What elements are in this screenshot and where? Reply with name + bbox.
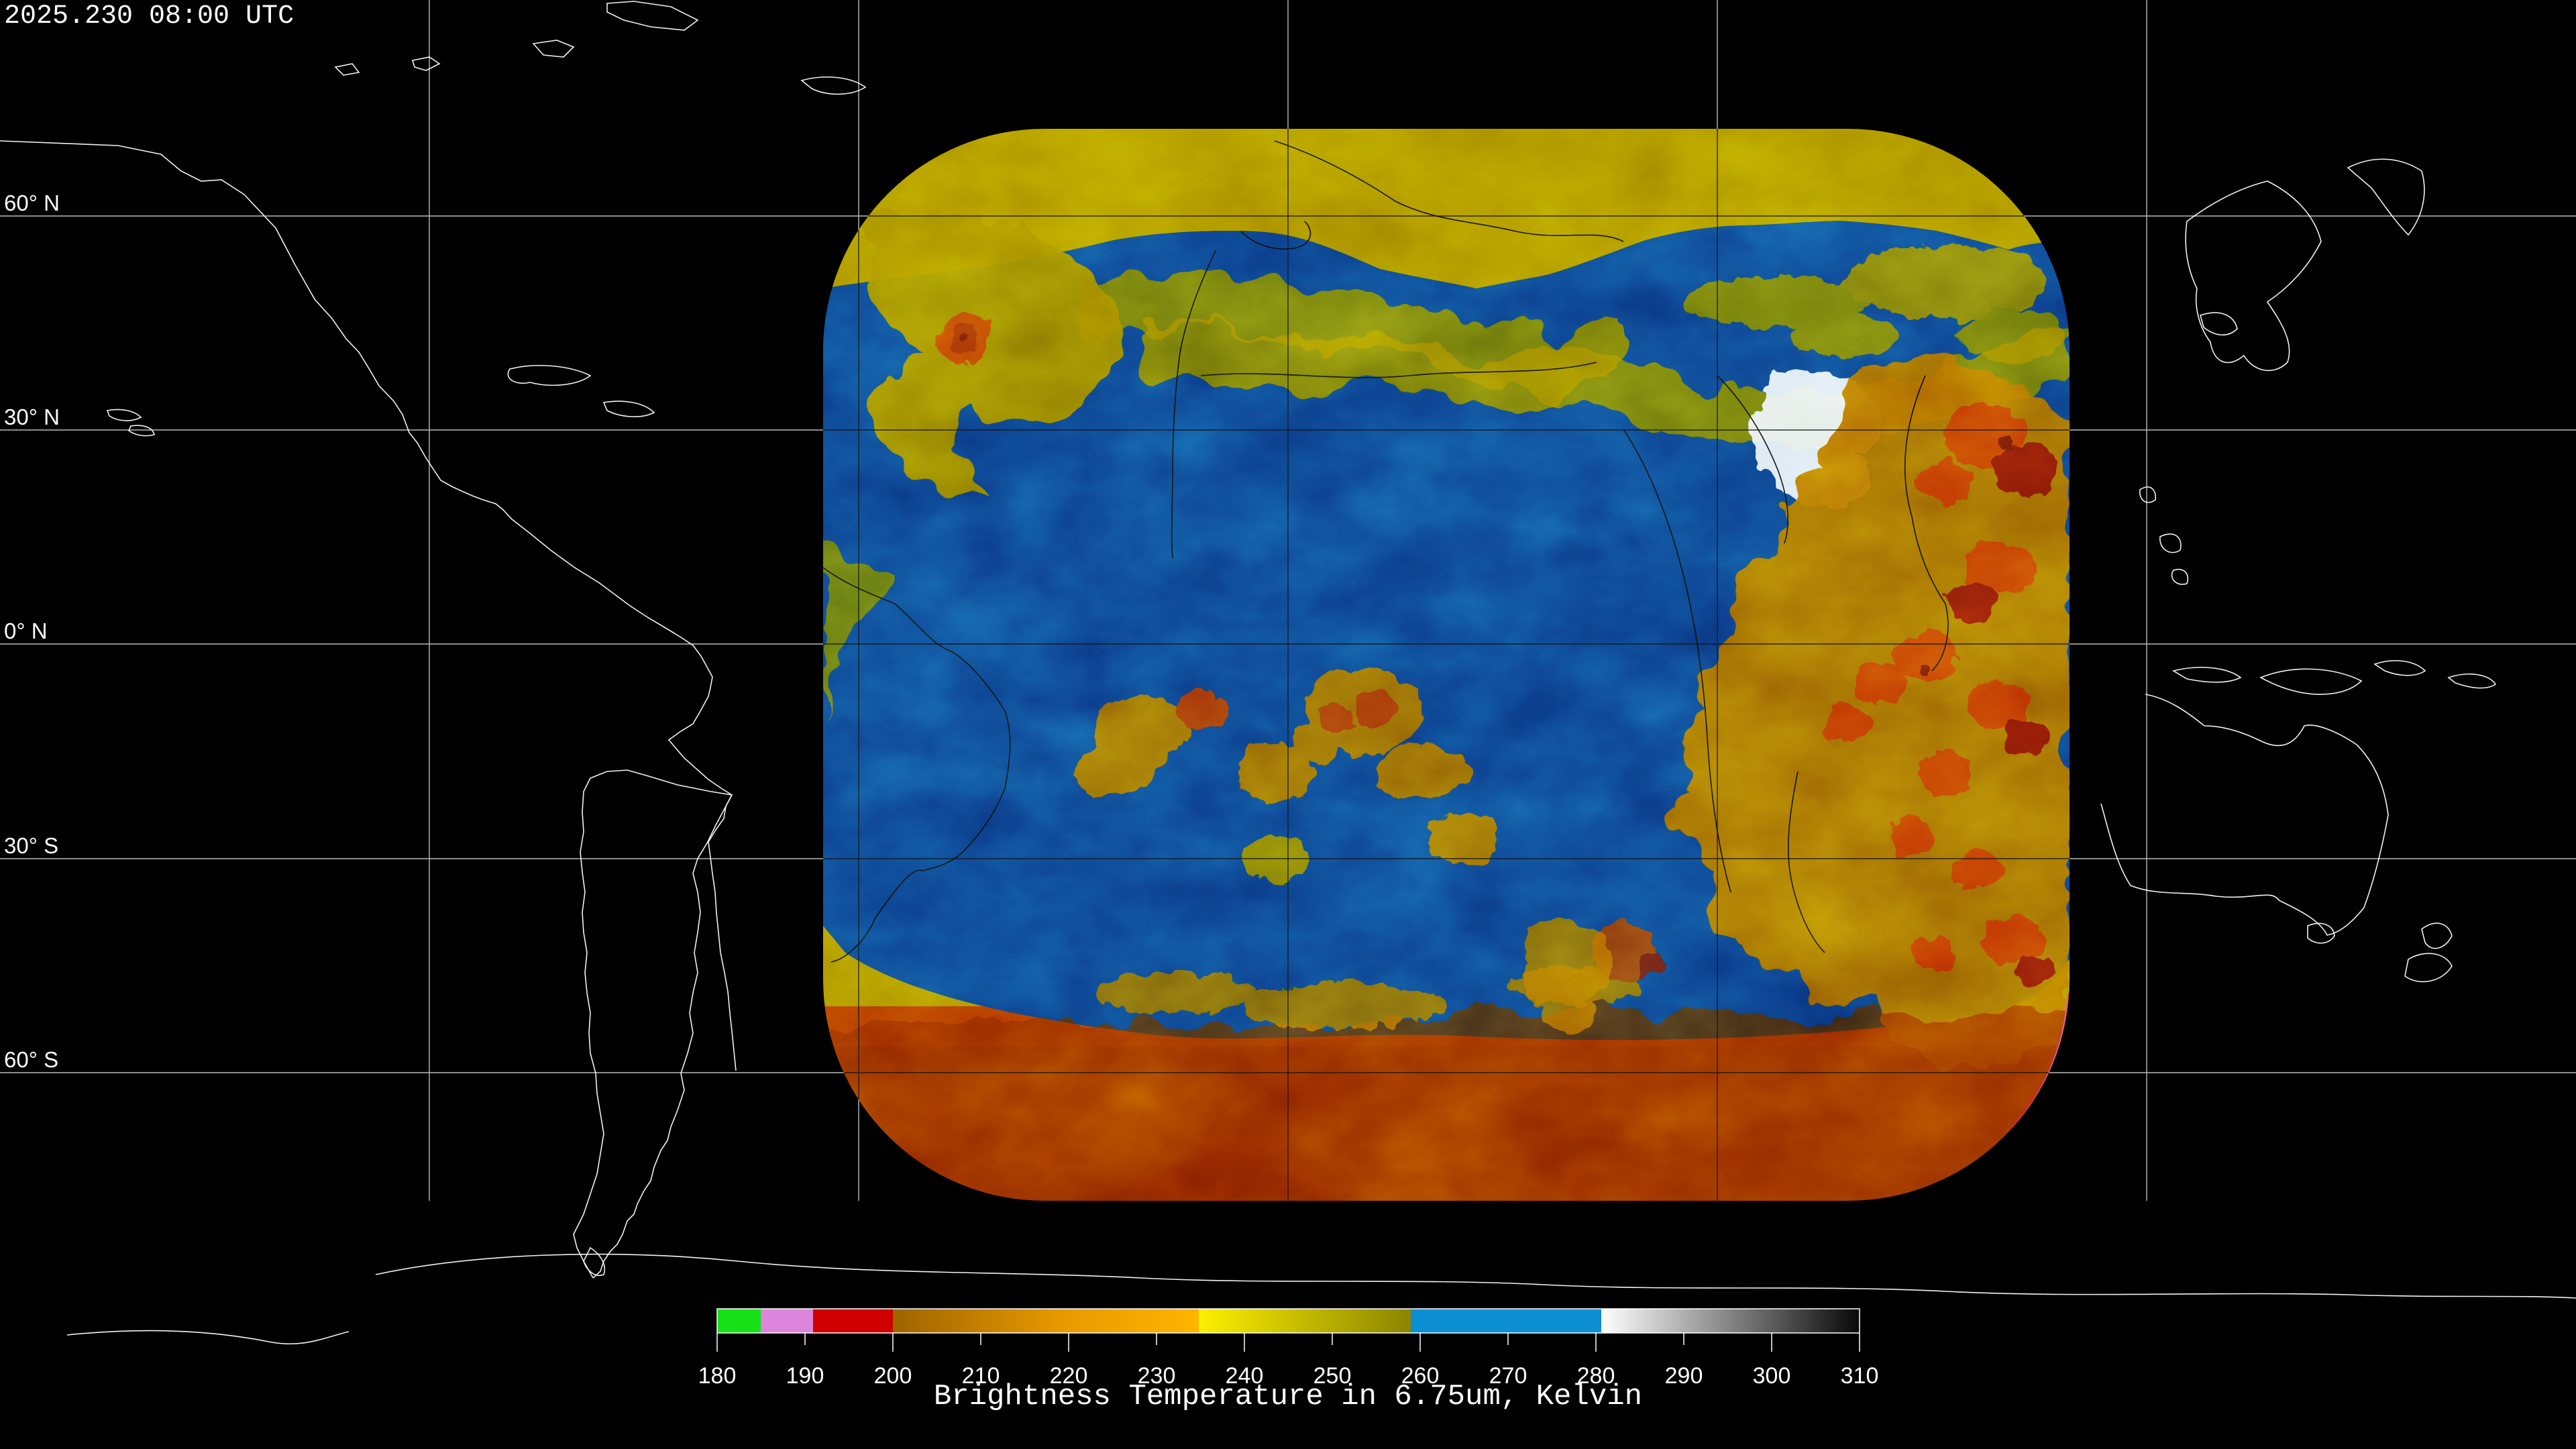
svg-text:200: 200 [874,1363,912,1389]
svg-text:Brightness Temperature in 6.75: Brightness Temperature in 6.75um, Kelvin [934,1380,1642,1413]
svg-text:30° S: 30° S [4,833,58,858]
svg-text:190: 190 [786,1363,824,1389]
svg-text:60° S: 60° S [4,1047,58,1072]
svg-text:0° N: 0° N [4,619,48,643]
svg-text:310: 310 [1841,1363,1879,1389]
svg-text:60° N: 60° N [4,191,60,215]
svg-text:300: 300 [1753,1363,1791,1389]
svg-text:30° N: 30° N [4,405,60,429]
svg-text:290: 290 [1665,1363,1703,1389]
svg-text:180: 180 [698,1363,737,1389]
svg-text:2025.230 08:00 UTC: 2025.230 08:00 UTC [4,1,294,32]
